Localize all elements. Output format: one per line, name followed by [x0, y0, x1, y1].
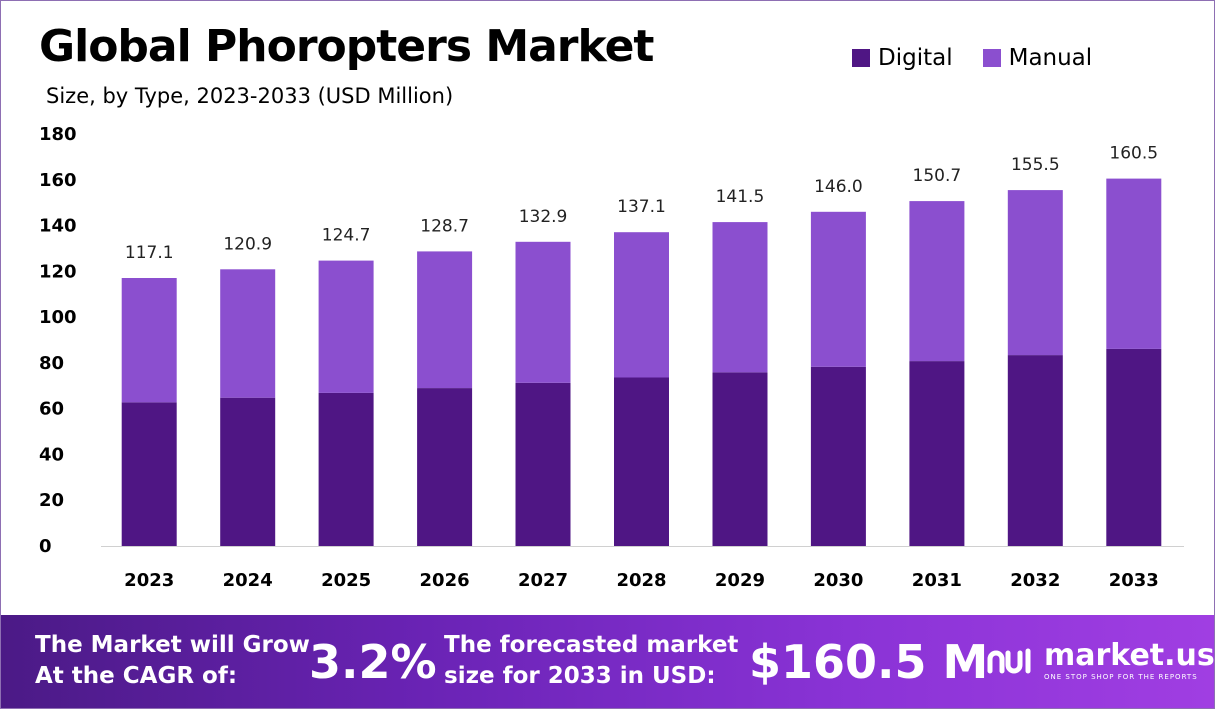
bar-chart: 0 20 40 60 80 100 120 140 160 180 117.1 2023 120.9 20… [39, 124, 1184, 591]
x-tick-label-2030: 2030 [813, 570, 863, 591]
bar-digital-2031 [909, 361, 965, 546]
total-label-2024: 120.9 [223, 234, 272, 254]
y-tick-label: 20 [39, 490, 64, 511]
legend-swatch-digital [852, 49, 870, 67]
bar-manual-2026 [417, 251, 473, 388]
bar-manual-2027 [515, 241, 571, 383]
total-label-2023: 117.1 [125, 243, 174, 263]
y-tick-label: 40 [39, 444, 64, 465]
bar-manual-2033 [1106, 178, 1162, 349]
legend-label-manual: Manual [1008, 45, 1093, 71]
x-tick-label-2025: 2025 [321, 570, 371, 591]
y-tick-label: 180 [39, 124, 77, 145]
bar-manual-2029 [712, 222, 768, 373]
total-label-2026: 128.7 [420, 216, 469, 236]
cagr-caption-line2: At the CAGR of: [35, 663, 238, 689]
cagr-caption: The Market will Grow At the CAGR of: [35, 630, 310, 692]
x-tick-label-2029: 2029 [715, 570, 765, 591]
bar-manual-2030 [810, 211, 866, 367]
x-tick-label-2033: 2033 [1109, 570, 1159, 591]
logo-name: market.us [1044, 638, 1215, 673]
bar-manual-2028 [614, 232, 669, 378]
bar-digital-2027 [515, 382, 571, 546]
bar-digital-2030 [810, 366, 866, 546]
market-us-logo-icon [987, 648, 1031, 674]
x-tick-label-2024: 2024 [223, 570, 273, 591]
bar-manual-2025 [318, 260, 374, 393]
bar-digital-2023 [121, 402, 177, 546]
y-tick-label: 140 [39, 216, 77, 237]
total-label-2029: 141.5 [716, 187, 765, 207]
forecast-caption-line2: size for 2033 in USD: [444, 663, 716, 689]
x-tick-label-2031: 2031 [912, 570, 962, 591]
y-tick-label: 0 [39, 536, 52, 557]
logo-tagline: ONE STOP SHOP FOR THE REPORTS [1044, 673, 1198, 681]
y-tick-label: 160 [39, 170, 77, 191]
bar-manual-2024 [220, 269, 276, 398]
bar-digital-2029 [712, 372, 768, 546]
x-tick-label-2028: 2028 [616, 570, 666, 591]
bar-digital-2032 [1007, 355, 1063, 546]
chart-subtitle: Size, by Type, 2023-2033 (USD Million) [46, 84, 454, 108]
cagr-value: 3.2% [309, 635, 437, 689]
summary-banner: The Market will Grow At the CAGR of: 3.2… [1, 615, 1214, 708]
logo: market.us ONE STOP SHOP FOR THE REPORTS [986, 638, 1215, 682]
forecast-caption: The forecasted market size for 2033 in U… [444, 630, 738, 692]
legend-swatch-manual [982, 49, 1001, 67]
bar-digital-2028 [614, 377, 669, 546]
total-label-2032: 155.5 [1011, 155, 1060, 175]
chart-title: Global Phoropters Market [39, 21, 654, 72]
x-tick-label-2032: 2032 [1010, 570, 1060, 591]
y-tick-label: 80 [39, 353, 64, 374]
forecast-caption-line1: The forecasted market [444, 632, 739, 658]
logo-text-block: market.us ONE STOP SHOP FOR THE REPORTS [1044, 638, 1215, 682]
bar-manual-2031 [909, 201, 965, 362]
x-tick-label-2026: 2026 [420, 570, 470, 591]
y-tick-label: 100 [39, 307, 77, 328]
y-tick-label: 60 [39, 399, 64, 420]
total-label-2031: 150.7 [913, 166, 962, 186]
total-label-2033: 160.5 [1109, 144, 1158, 164]
bar-digital-2025 [318, 392, 374, 546]
x-tick-label-2027: 2027 [518, 570, 568, 591]
total-label-2028: 137.1 [617, 197, 666, 217]
cagr-caption-line1: The Market will Grow [35, 632, 310, 658]
legend-item-digital: Digital [852, 45, 953, 71]
total-label-2025: 124.7 [322, 226, 371, 246]
total-label-2030: 146.0 [814, 177, 863, 197]
legend-label-digital: Digital [878, 45, 953, 71]
total-label-2027: 132.9 [519, 207, 568, 227]
legend: Digital Manual [852, 45, 1092, 71]
x-tick-label-2023: 2023 [124, 570, 174, 591]
forecast-value: $160.5 M [749, 635, 989, 689]
y-tick-label: 120 [39, 261, 77, 282]
bar-manual-2023 [121, 278, 177, 403]
bar-digital-2024 [220, 397, 276, 546]
legend-item-manual: Manual [982, 45, 1093, 71]
bar-manual-2032 [1007, 190, 1063, 356]
bar-digital-2026 [417, 388, 473, 546]
bar-digital-2033 [1106, 348, 1162, 546]
